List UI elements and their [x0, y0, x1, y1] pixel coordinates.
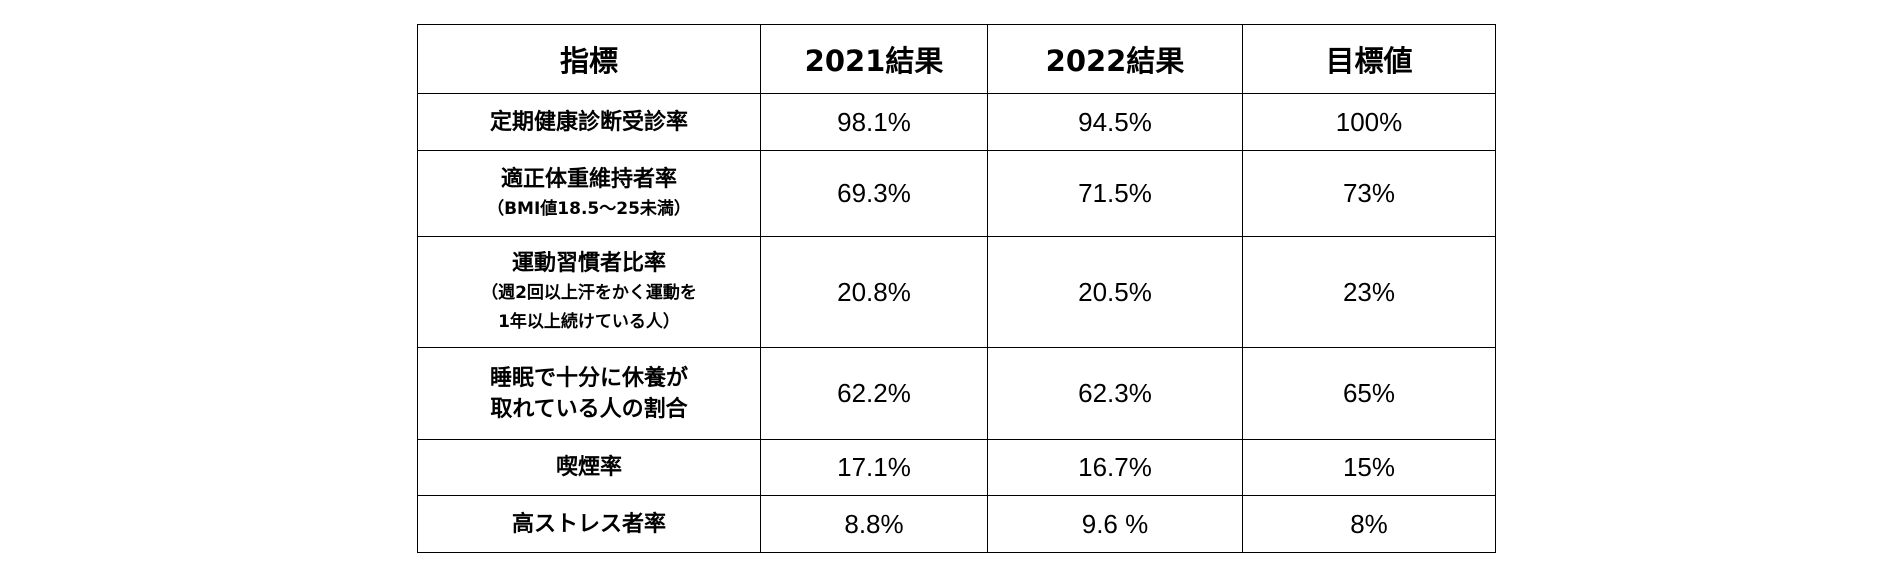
value-2022: 62.3% [987, 347, 1243, 440]
value-target: 65% [1242, 347, 1496, 440]
row-label-line: 睡眠で十分に休養が [489, 365, 688, 391]
value-target: 23% [1242, 236, 1496, 348]
header-indicator: 指標 [417, 24, 761, 94]
value-2022: 20.5% [987, 236, 1243, 348]
row-label: 睡眠で十分に休養が 取れている人の割合 [417, 347, 761, 440]
table-row: 運動習慣者比率 （週2回以上汗をかく運動を 1年以上続けている人） 20.8% … [417, 236, 1496, 348]
value-2021: 69.3% [760, 150, 988, 237]
row-label: 高ストレス者率 [417, 495, 761, 553]
value-2022: 9.6 % [987, 495, 1243, 553]
value-2021: 98.1% [760, 93, 988, 151]
value-target: 100% [1242, 93, 1496, 151]
row-label: 適正体重維持者率 （BMI値18.5～25未満） [417, 150, 761, 237]
row-note-line: （BMI値18.5～25未満） [487, 198, 691, 219]
value-2022: 94.5% [987, 93, 1243, 151]
value-target: 73% [1242, 150, 1496, 237]
header-2022-result: 2022結果 [987, 24, 1243, 94]
header-2021-result: 2021結果 [760, 24, 988, 94]
value-2021: 17.1% [760, 439, 988, 496]
value-2021: 62.2% [760, 347, 988, 440]
row-label-line: 運動習慣者比率 [511, 250, 666, 276]
table-row: 定期健康診断受診率 98.1% 94.5% 100% [417, 93, 1496, 151]
health-metrics-table: 指標 2021結果 2022結果 目標値 定期健康診断受診率 98.1% 94.… [417, 24, 1496, 553]
table-row: 高ストレス者率 8.8% 9.6 % 8% [417, 495, 1496, 553]
table-row: 喫煙率 17.1% 16.7% 15% [417, 439, 1496, 496]
row-label-line: 定期健康診断受診率 [489, 109, 688, 135]
value-target: 15% [1242, 439, 1496, 496]
header-row: 指標 2021結果 2022結果 目標値 [417, 24, 1496, 94]
value-target: 8% [1242, 495, 1496, 553]
row-label-line: 取れている人の割合 [490, 396, 688, 422]
row-label: 定期健康診断受診率 [417, 93, 761, 151]
row-note-line: 1年以上続けている人） [498, 311, 680, 332]
row-label-line: 適正体重維持者率 [500, 166, 677, 192]
row-label-line: 喫煙率 [555, 455, 622, 480]
value-2022: 16.7% [987, 439, 1243, 496]
row-label: 喫煙率 [417, 439, 761, 496]
value-2021: 20.8% [760, 236, 988, 348]
row-note-line: （週2回以上汗をかく運動を [481, 282, 697, 303]
table-row: 睡眠で十分に休養が 取れている人の割合 62.2% 62.3% 65% [417, 347, 1496, 440]
value-2021: 8.8% [760, 495, 988, 553]
row-label: 運動習慣者比率 （週2回以上汗をかく運動を 1年以上続けている人） [417, 236, 761, 348]
value-2022: 71.5% [987, 150, 1243, 237]
header-target: 目標値 [1242, 24, 1496, 94]
row-label-line: 高ストレス者率 [511, 511, 666, 537]
table-row: 適正体重維持者率 （BMI値18.5～25未満） 69.3% 71.5% 73% [417, 150, 1496, 237]
